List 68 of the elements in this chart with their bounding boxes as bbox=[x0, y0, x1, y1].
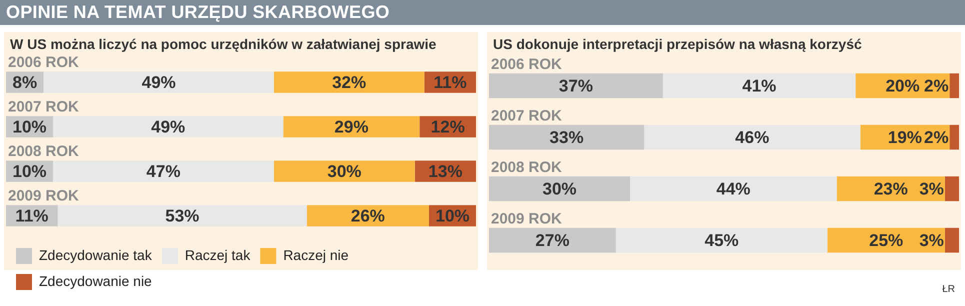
bar bbox=[944, 228, 959, 253]
data-label: 10% bbox=[12, 162, 47, 181]
bar bbox=[44, 72, 274, 93]
data-label: 53% bbox=[165, 206, 200, 226]
data-label: 30% bbox=[327, 162, 362, 181]
bar bbox=[489, 176, 630, 202]
data-label: 32% bbox=[332, 72, 366, 92]
data-label: 41% bbox=[742, 76, 776, 96]
legend-label: Zdecydowanie nie bbox=[39, 272, 152, 289]
data-label: 27% bbox=[535, 230, 570, 250]
data-label: 20% bbox=[886, 76, 920, 96]
data-label: 12% bbox=[430, 117, 465, 136]
data-label: 8% bbox=[12, 72, 38, 92]
bar bbox=[644, 124, 860, 150]
data-label: 33% bbox=[550, 128, 584, 147]
bar bbox=[662, 73, 856, 98]
bar bbox=[630, 176, 837, 202]
chart-subtitle: US dokonuje interpretacji przepisów na własną korzyść bbox=[492, 35, 863, 54]
bar bbox=[58, 205, 307, 226]
text: ŁR bbox=[942, 284, 955, 295]
bar bbox=[489, 228, 616, 253]
y-tick-label: 2007 ROK bbox=[491, 108, 562, 125]
y-tick-label: 2008 ROK bbox=[8, 143, 80, 160]
data-label: 45% bbox=[704, 230, 739, 250]
data-label: 25% bbox=[869, 230, 904, 250]
bar bbox=[53, 160, 274, 182]
bar bbox=[489, 124, 644, 150]
y-tick-label: 2007 ROK bbox=[8, 98, 80, 116]
data-label: 2% bbox=[924, 128, 949, 147]
bar bbox=[274, 72, 424, 93]
data-label: 2% bbox=[924, 76, 949, 96]
y-tick-label: 2009 ROK bbox=[491, 210, 562, 228]
data-label: 47% bbox=[146, 162, 180, 181]
legend-label: Zdecydowanie tak bbox=[39, 246, 153, 263]
data-label: 13% bbox=[428, 162, 462, 181]
y-tick-label: 2006 ROK bbox=[491, 56, 562, 74]
y-tick-label: 2009 ROK bbox=[8, 188, 80, 205]
data-label: 19% bbox=[888, 128, 922, 147]
data-label: 10% bbox=[12, 117, 47, 136]
bar bbox=[306, 205, 429, 226]
bar bbox=[950, 73, 959, 98]
data-label: 44% bbox=[716, 179, 750, 198]
chart-title: OPINIE NA TEMAT URZĘDU SKARBOWEGO bbox=[0, 0, 965, 25]
data-label: 3% bbox=[919, 179, 944, 198]
data-label: 3% bbox=[919, 230, 944, 250]
bar bbox=[489, 73, 663, 98]
data-label: 37% bbox=[558, 76, 593, 96]
y-tick-label: 2008 ROK bbox=[491, 159, 562, 176]
data-label: 49% bbox=[142, 72, 176, 92]
data-label: 11% bbox=[15, 206, 48, 226]
bar bbox=[950, 124, 959, 150]
legend-label: Raczej tak bbox=[184, 246, 252, 263]
bar bbox=[616, 228, 828, 253]
bar bbox=[944, 176, 959, 202]
data-label: 10% bbox=[435, 206, 470, 226]
data-label: 30% bbox=[542, 179, 577, 198]
data-label: 11% bbox=[434, 72, 467, 92]
y-tick-label: 2006 ROK bbox=[8, 54, 80, 72]
bar bbox=[274, 160, 415, 182]
bar bbox=[283, 116, 420, 138]
data-label: 29% bbox=[334, 117, 368, 136]
data-label: 23% bbox=[874, 179, 908, 198]
bar bbox=[53, 116, 284, 138]
chart-subtitle: W US można liczyć na pomoc urzędników w załatwianej sprawie bbox=[9, 35, 438, 54]
legend-label: Raczej nie bbox=[283, 246, 349, 263]
data-label: 26% bbox=[350, 206, 385, 226]
data-label: 49% bbox=[151, 117, 186, 136]
data-label: 46% bbox=[735, 128, 770, 147]
